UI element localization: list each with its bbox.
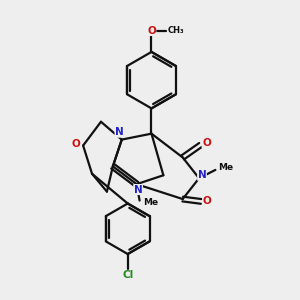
Text: Cl: Cl <box>122 270 133 280</box>
Text: O: O <box>202 138 211 148</box>
Text: O: O <box>71 139 80 149</box>
Text: CH₃: CH₃ <box>167 26 184 35</box>
Text: Me: Me <box>143 198 158 207</box>
Text: N: N <box>134 184 142 194</box>
Text: Me: Me <box>218 163 233 172</box>
Text: O: O <box>147 26 156 35</box>
Text: N: N <box>115 127 124 137</box>
Text: N: N <box>198 170 206 180</box>
Text: O: O <box>203 196 212 206</box>
